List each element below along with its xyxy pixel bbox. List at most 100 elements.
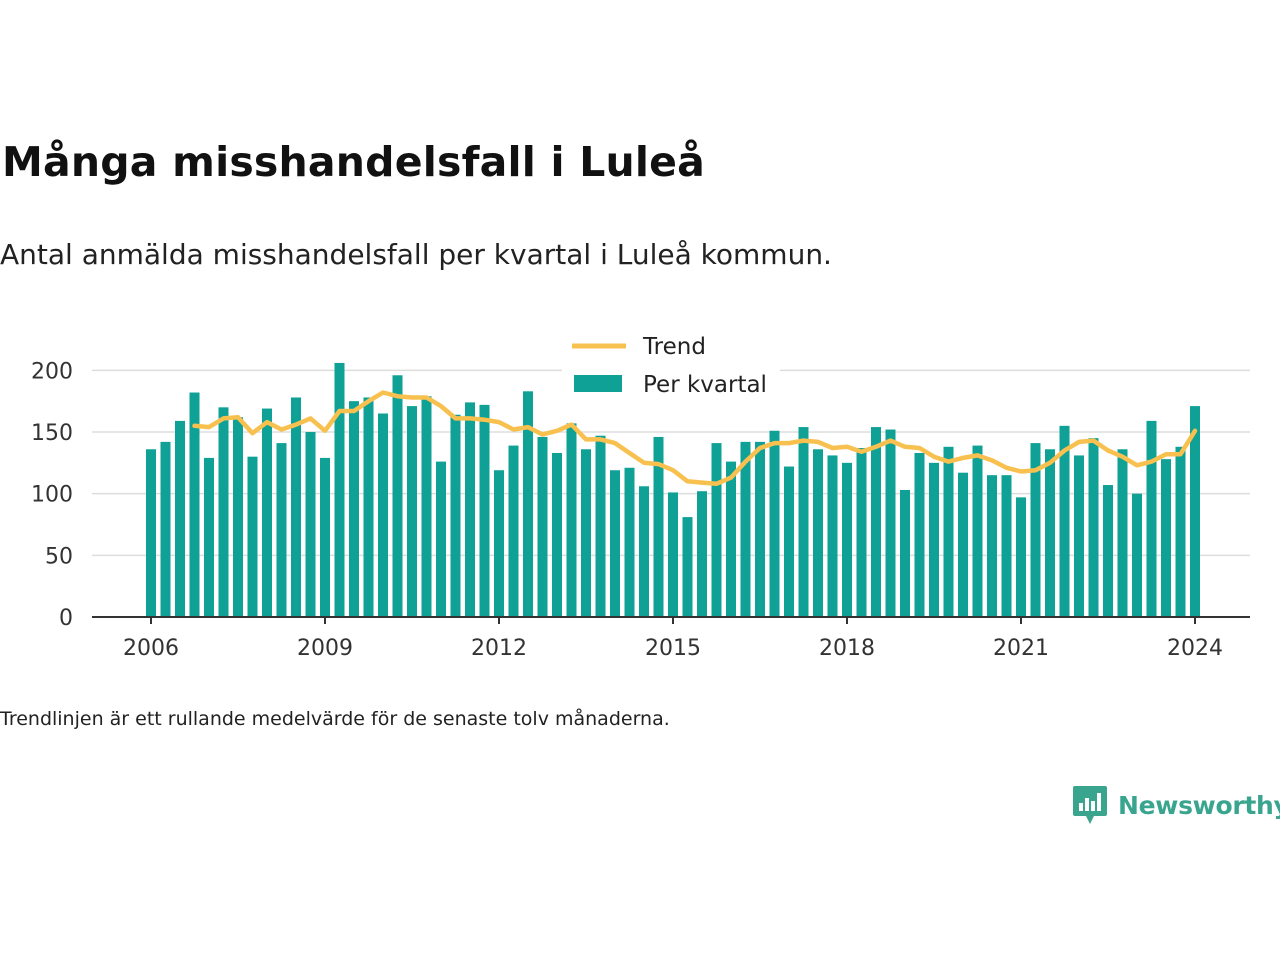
bar — [581, 449, 591, 617]
bar — [958, 472, 968, 617]
bar — [668, 492, 678, 617]
bar — [305, 432, 316, 617]
bar — [566, 423, 577, 617]
legend-background — [562, 328, 780, 406]
bar — [1088, 438, 1099, 617]
bar — [262, 408, 272, 617]
brand-name: Newsworthy — [1118, 790, 1280, 820]
bar — [929, 462, 939, 617]
bar — [421, 396, 432, 617]
axes: 0 50 100 150 200 2006 2009 2012 2015 2018 2021 2024 — [31, 359, 1250, 661]
trend-line — [192, 390, 1198, 487]
bar — [392, 375, 403, 617]
bar — [798, 427, 809, 617]
bar — [784, 466, 794, 617]
legend-bar-swatch — [574, 375, 622, 392]
legend-trend-label: Trend — [642, 334, 706, 360]
bar — [349, 401, 359, 617]
newsworthy-logo-icon — [1073, 786, 1107, 824]
bar — [1103, 485, 1113, 617]
chart-subtitle: Antal anmälda misshandelsfall per kvarta… — [0, 238, 832, 271]
bar — [291, 397, 301, 617]
bar — [1146, 420, 1157, 617]
bar — [871, 427, 881, 617]
bar — [1059, 425, 1070, 617]
bar — [726, 461, 736, 617]
bar — [769, 430, 780, 617]
bar — [363, 397, 374, 617]
bar — [653, 436, 664, 617]
bar — [595, 435, 606, 617]
trend-series — [192, 390, 1198, 487]
bar — [740, 441, 751, 617]
bar — [479, 404, 490, 617]
bar — [711, 443, 722, 617]
bar — [1132, 493, 1142, 617]
x-tick-label: 2024 — [1167, 636, 1223, 661]
x-tick-label: 2015 — [645, 636, 701, 661]
bar — [856, 448, 867, 617]
bar-series — [146, 362, 1200, 617]
bar — [233, 417, 243, 617]
bar — [639, 486, 649, 617]
bar — [175, 420, 185, 617]
bar — [204, 457, 214, 617]
bar — [885, 429, 896, 617]
bar — [465, 402, 475, 617]
bar — [1117, 449, 1128, 617]
bar — [900, 489, 910, 617]
y-tick-label: 150 — [31, 421, 73, 446]
bar — [987, 475, 997, 617]
bar — [146, 449, 156, 617]
chart-title: Många misshandelsfall i Luleå — [2, 138, 706, 186]
bar — [160, 441, 171, 617]
bar — [1175, 446, 1186, 617]
bar — [537, 436, 548, 617]
bar — [523, 391, 533, 617]
bar — [1074, 455, 1084, 617]
bar — [943, 446, 954, 617]
bar — [552, 452, 562, 617]
bar — [1030, 443, 1041, 617]
bar — [378, 413, 388, 617]
bar — [1190, 406, 1200, 617]
y-tick-label: 100 — [31, 483, 73, 508]
bar — [320, 457, 330, 617]
bar — [755, 441, 765, 617]
bar — [914, 452, 925, 617]
bar — [1016, 497, 1026, 617]
bar — [407, 406, 417, 617]
bar — [189, 392, 200, 617]
footnote: Trendlinjen är ett rullande medelvärde f… — [0, 708, 670, 730]
x-tick-label: 2021 — [993, 636, 1049, 661]
x-tick-label: 2009 — [297, 636, 353, 661]
bar — [1001, 475, 1012, 617]
legend-bar-label: Per kvartal — [643, 372, 767, 398]
bar — [508, 445, 519, 617]
bar — [276, 443, 287, 617]
bar — [450, 414, 461, 617]
bar — [813, 449, 823, 617]
bar — [494, 470, 504, 617]
bar — [218, 407, 229, 617]
bar-chart: 0 50 100 150 200 2006 2009 2012 2015 2018 2021 2024… — [31, 328, 1250, 661]
x-tick-label: 2018 — [819, 636, 875, 661]
bar — [247, 456, 258, 617]
legend: Trend Per kvartal — [562, 328, 780, 406]
bar — [624, 467, 635, 617]
bar — [827, 455, 838, 617]
bar — [842, 462, 852, 617]
y-tick-label: 0 — [59, 606, 73, 631]
bar — [1045, 449, 1055, 617]
bar — [610, 470, 620, 617]
x-tick-label: 2006 — [123, 636, 179, 661]
y-tick-label: 200 — [31, 359, 73, 384]
brand: Newsworthy — [1072, 784, 1280, 826]
y-tick-label: 50 — [45, 544, 73, 569]
bar — [334, 362, 345, 617]
bar — [436, 461, 446, 617]
bar — [682, 517, 693, 617]
bar — [697, 491, 707, 617]
bar — [1161, 459, 1171, 617]
x-tick-label: 2012 — [471, 636, 527, 661]
